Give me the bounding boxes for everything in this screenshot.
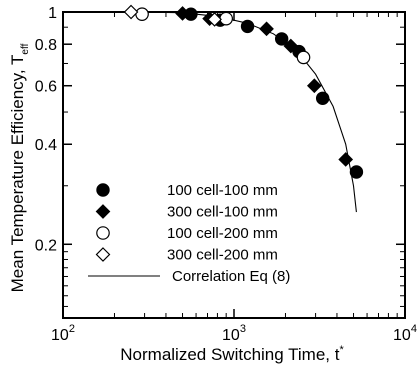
- legend-item: 300 cell-100 mm: [95, 204, 278, 221]
- legend-marker-filled-circle: [96, 183, 110, 197]
- data-point-filled-diamond: [175, 6, 190, 21]
- legend-label: 300 cell-100 mm: [167, 204, 278, 221]
- legend-marker-filled-diamond: [95, 204, 111, 219]
- legend-label: 300 cell-200 mm: [167, 247, 278, 264]
- y-tick-label: 0.2: [35, 237, 57, 254]
- legend-marker-open-circle: [96, 226, 110, 240]
- plot-area: [62, 4, 406, 319]
- legend-item: 100 cell-200 mm: [96, 225, 278, 242]
- data-point-filled-diamond: [306, 78, 322, 94]
- data-point-open-circle: [219, 11, 233, 26]
- data-point-filled-circle: [349, 165, 364, 179]
- legend-item: 100 cell-100 mm: [96, 182, 278, 199]
- data-point-open-diamond: [123, 4, 139, 20]
- legend-label: 100 cell-100 mm: [167, 182, 278, 199]
- data-point-filled-circle: [274, 32, 289, 46]
- data-point-open-circle: [296, 50, 311, 65]
- legend-label: Correlation Eq (8): [172, 268, 290, 285]
- y-tick-label: 0.4: [35, 137, 57, 154]
- legend-item: Correlation Eq (8): [88, 268, 290, 285]
- data-point-filled-circle: [315, 91, 330, 105]
- data-point-open-circle: [135, 7, 149, 21]
- y-tick-label: 0.6: [35, 79, 57, 96]
- y-axis-label: Mean Temperature Efficiency, Teff: [8, 43, 31, 292]
- x-tick-label: 103: [222, 323, 246, 344]
- data-point-filled-circle: [240, 19, 255, 34]
- data-markers: [123, 4, 364, 179]
- x-tick-label: 102: [51, 323, 75, 344]
- legend-marker-open-diamond: [95, 247, 111, 262]
- tick-labels: 102 103 104 1 0.8 0.6 0.4 0.2: [35, 5, 417, 344]
- data-point-filled-diamond: [283, 38, 299, 54]
- y-tick-label: 1: [48, 5, 57, 22]
- data-point-open-diamond: [207, 12, 222, 27]
- data-point-filled-diamond: [338, 152, 354, 167]
- y-tick-label: 0.8: [35, 37, 57, 54]
- x-tick-label: 104: [393, 323, 417, 344]
- legend-item: 300 cell-200 mm: [95, 247, 278, 264]
- legend: 100 cell-100 mm 300 cell-100 mm 100 cell-2…: [88, 182, 290, 285]
- x-axis-label: Normalized Switching Time, t*: [120, 344, 344, 364]
- data-point-filled-diamond: [259, 21, 274, 37]
- legend-label: 100 cell-200 mm: [167, 225, 278, 242]
